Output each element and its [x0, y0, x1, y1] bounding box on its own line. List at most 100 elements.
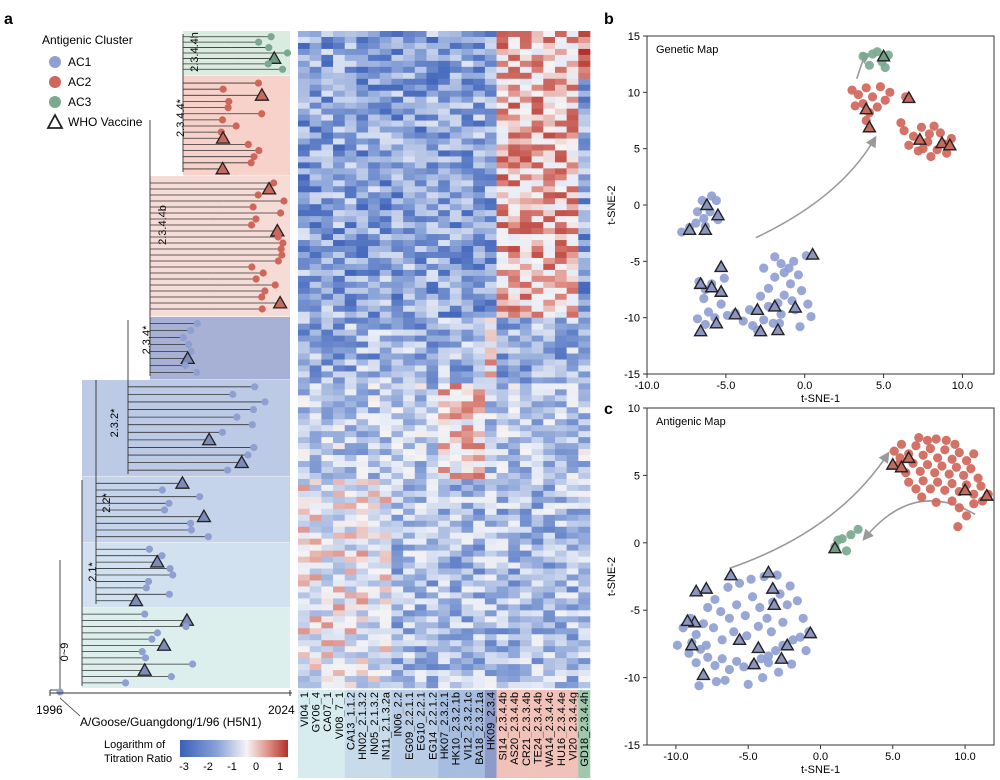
heatmap-cell [333, 269, 346, 277]
heatmap-cell [519, 634, 532, 641]
heatmap-cell [484, 234, 497, 241]
heatmap-cell [426, 120, 439, 127]
heatmap-cell [519, 568, 532, 575]
heatmap-cell [379, 240, 392, 247]
scatter-point-ac1 [743, 679, 753, 689]
heatmap-cell [368, 658, 381, 665]
heatmap-cell [438, 240, 451, 247]
heatmap-cell [414, 347, 427, 354]
scatter-point-ac1 [742, 631, 752, 641]
heatmap-cell [566, 234, 579, 241]
heatmap-cell [379, 664, 392, 671]
heatmap-cell [578, 395, 591, 402]
heatmap-cell [298, 622, 310, 629]
heatmap-cell [426, 293, 439, 301]
heatmap-cell [578, 102, 591, 109]
heatmap-cell [391, 96, 404, 103]
heatmap-cell [508, 670, 521, 677]
heatmap-cell [333, 652, 346, 659]
scatter-point-ac2 [924, 129, 934, 139]
heatmap-cell [379, 311, 392, 318]
heatmap-cell [344, 275, 357, 283]
heatmap-cell [484, 490, 497, 498]
heatmap-cell [519, 526, 532, 534]
x-tick-label: -5.0 [739, 751, 758, 763]
heatmap-cell [368, 102, 381, 109]
heatmap-cell [461, 281, 474, 289]
heatmap-cell [379, 192, 392, 199]
heatmap-cell [566, 478, 579, 486]
heatmap-cell [578, 108, 591, 115]
heatmap-cell [321, 168, 334, 175]
heatmap-cell [309, 138, 322, 145]
heatmap-cell [531, 186, 544, 193]
heatmap-cell [449, 359, 462, 366]
heatmap-cell [391, 556, 404, 563]
heatmap-cell [566, 413, 579, 420]
heatmap-cell [473, 347, 486, 354]
heatmap-cell [531, 646, 544, 653]
scatter-point-ac2 [951, 462, 962, 472]
heatmap-cell [461, 413, 474, 420]
heatmap-cell [566, 556, 579, 563]
heatmap-cell [566, 484, 579, 492]
heatmap-cell [496, 275, 509, 283]
heatmap-cell [519, 395, 532, 402]
heatmap-cell [461, 437, 474, 444]
heatmap-cell [298, 257, 310, 265]
heatmap-cell [438, 496, 451, 504]
heatmap-cell [554, 359, 567, 366]
heatmap-cell [333, 664, 346, 671]
heatmap-cell [566, 550, 579, 557]
heatmap-cell [531, 311, 544, 318]
heatmap-cell [391, 472, 404, 480]
heatmap-cell [368, 676, 381, 683]
heatmap-cell [519, 431, 532, 438]
heatmap-cell [519, 676, 532, 683]
timeline: 1996 2024 A/Goose/Guangdong/1/96 (H5N1) [36, 690, 295, 729]
scatter-point-ac1 [786, 659, 797, 669]
heatmap-cell [531, 556, 544, 563]
heatmap-cell [566, 293, 579, 301]
heatmap-cell [344, 419, 357, 426]
heatmap-cell [391, 652, 404, 659]
heatmap-cell [554, 664, 567, 671]
heatmap-cell [578, 389, 591, 396]
heatmap-cell [309, 365, 322, 372]
heatmap-cell [403, 550, 416, 557]
heatmap-cell [578, 198, 591, 205]
heatmap-cell [566, 287, 579, 295]
phylogenetic-tree: 2.3.4.4h2.3.4.4*2.3.4.4b2.3.4*2.3.2*2.2*… [50, 31, 292, 696]
heatmap-cell [414, 72, 427, 80]
heatmap-cell [379, 31, 392, 38]
heatmap-cell [391, 413, 404, 420]
vaccine-triangle [770, 322, 786, 336]
heatmap-cell [508, 658, 521, 665]
heatmap-cell [379, 293, 392, 301]
heatmap-cell [391, 78, 404, 86]
heatmap-cell [426, 263, 439, 271]
heatmap-cell [379, 317, 392, 324]
heatmap-cell [426, 413, 439, 420]
heatmap-cell [414, 341, 427, 348]
heatmap-cell [321, 514, 334, 522]
heatmap-cell [426, 156, 439, 163]
heatmap-cell [333, 401, 346, 408]
heatmap-cell [368, 640, 381, 647]
heatmap-cell [554, 365, 567, 372]
heatmap-cell [344, 293, 357, 301]
heatmap-cell [566, 263, 579, 271]
heatmap-cell [484, 305, 497, 313]
heatmap-cell [508, 132, 521, 139]
heatmap-cell [461, 36, 474, 44]
vaccine-triangle [912, 132, 928, 145]
heatmap-cell [496, 311, 509, 318]
heatmap-cell [519, 389, 532, 396]
heatmap-cell [298, 138, 310, 145]
heatmap-cell [554, 305, 567, 313]
heatmap-cell [298, 210, 310, 217]
heatmap-cell [449, 461, 462, 468]
heatmap-cell [461, 455, 474, 462]
heatmap-cell [496, 281, 509, 289]
scatter-point-ac1 [700, 319, 710, 330]
